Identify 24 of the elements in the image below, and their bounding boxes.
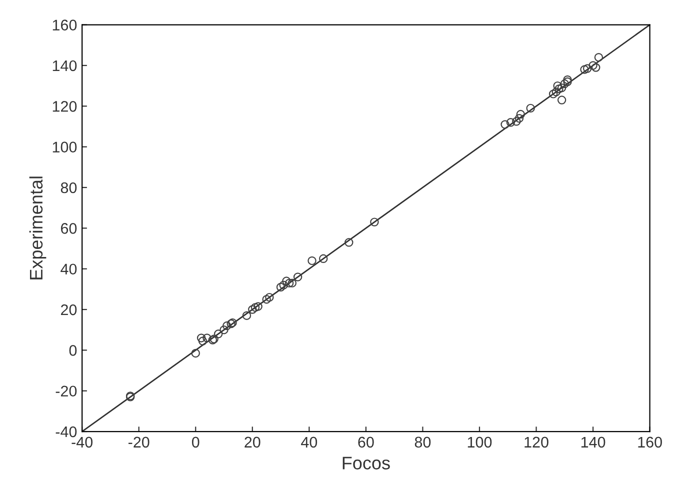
y-tick-label: 160 xyxy=(52,20,77,30)
x-tick-label: 40 xyxy=(301,436,318,448)
y-tick-label: 140 xyxy=(52,60,77,72)
x-tick-label: 160 xyxy=(638,436,662,448)
x-tick-label: -40 xyxy=(72,436,93,448)
x-tick-label: 120 xyxy=(524,436,548,448)
x-tick-label: 20 xyxy=(244,436,260,448)
y-tick-label: 60 xyxy=(61,223,77,234)
y-tick-label: 100 xyxy=(52,142,77,152)
y-tick-label: -20 xyxy=(56,386,77,397)
y-axis-title: Experimental xyxy=(29,176,46,280)
y-tick-label: 0 xyxy=(69,345,77,356)
x-tick-label: -20 xyxy=(128,436,150,448)
x-tick-label: 80 xyxy=(414,436,431,448)
x-tick-label: 140 xyxy=(581,436,606,448)
y-tick-label: 120 xyxy=(52,101,77,112)
x-axis-title: Focos xyxy=(342,456,390,470)
y-tick-label: 40 xyxy=(60,264,77,275)
x-tick-label: 60 xyxy=(358,436,374,448)
y-tick-label: 20 xyxy=(60,304,77,316)
y-tick-label: 80 xyxy=(60,182,77,194)
x-tick-label: 0 xyxy=(192,436,200,448)
y-tick-label: -40 xyxy=(56,426,77,438)
x-tick-label: 100 xyxy=(468,436,492,448)
